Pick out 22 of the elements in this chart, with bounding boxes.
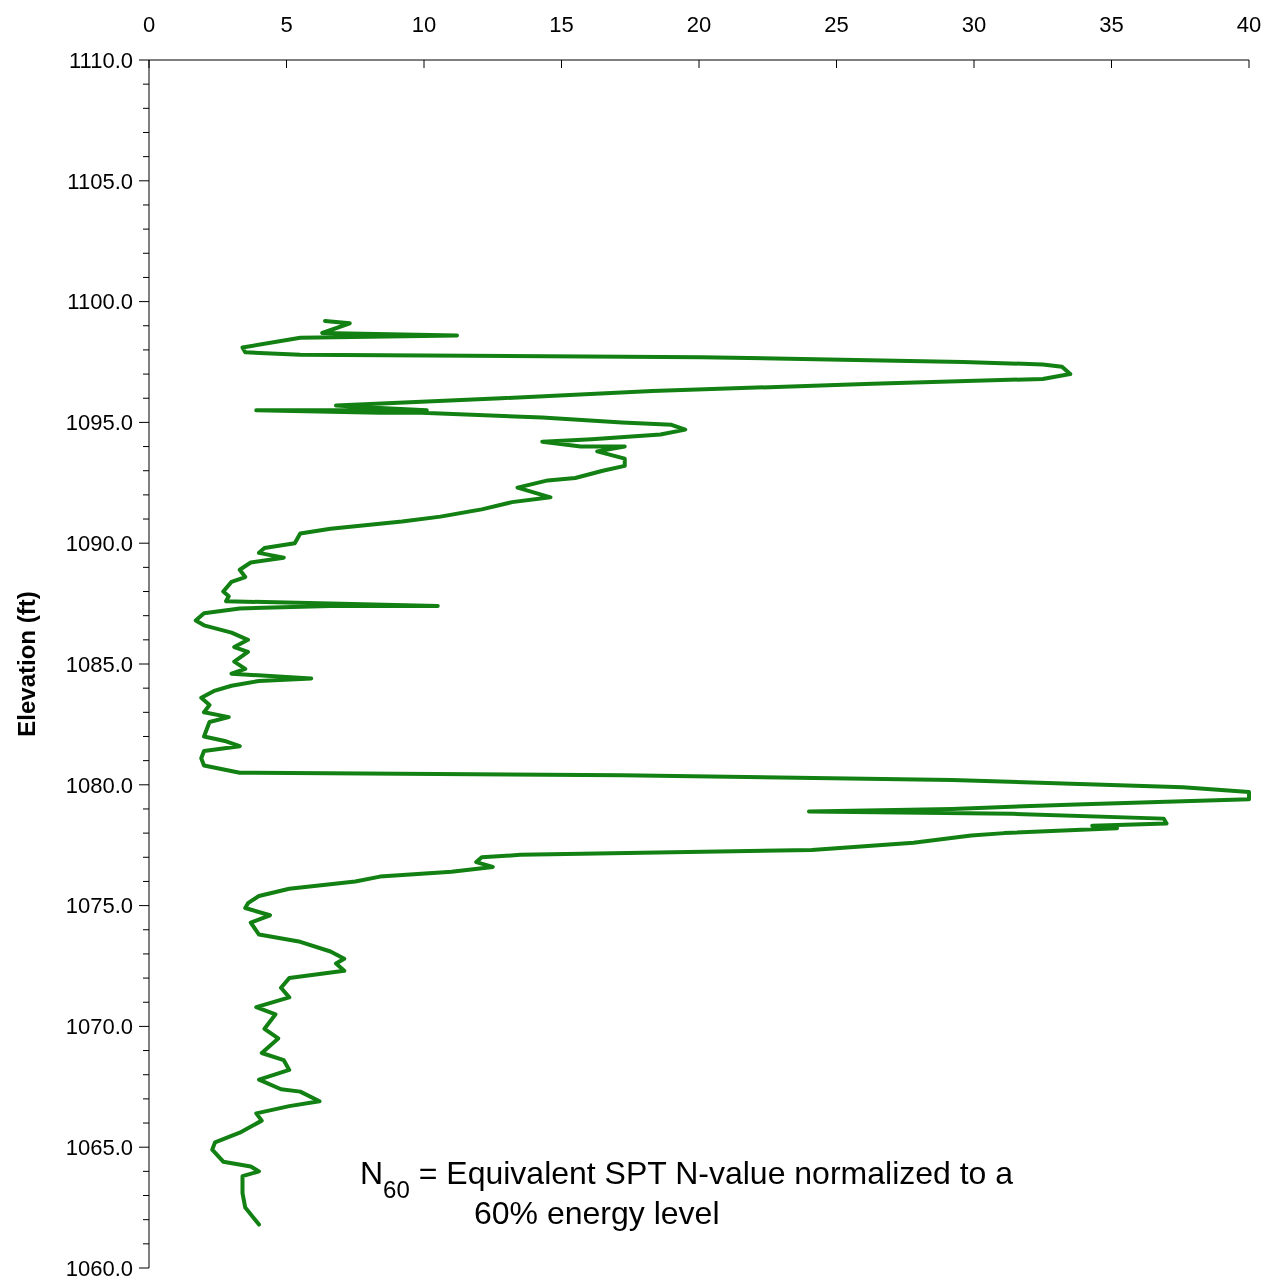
y-tick-label: 1110.0	[68, 47, 133, 73]
x-tick-label: 35	[1099, 12, 1124, 37]
y-tick-label: 1105.0	[67, 168, 133, 194]
y-tick-label: 1075.0	[65, 893, 133, 919]
y-axis-title: Elevation (ft)	[13, 591, 40, 737]
y-tick-label: 1070.0	[65, 1014, 133, 1040]
y-tick-label: 1080.0	[65, 772, 133, 798]
y-tick-label: 1085.0	[65, 651, 133, 677]
x-tick-label: 10	[411, 12, 437, 37]
y-tick-label: 1065.0	[65, 1134, 133, 1160]
y-tick-label: 1060.0	[65, 1255, 133, 1279]
y-tick-label: 1090.0	[65, 530, 133, 556]
x-tick-label: 40	[1236, 12, 1262, 37]
x-tick-label: 20	[686, 12, 712, 37]
x-tick-label: 30	[961, 12, 987, 37]
x-tick-label: 15	[549, 12, 574, 37]
x-tick-label: 25	[824, 12, 849, 37]
x-tick-label: 5	[280, 12, 293, 37]
annotation: N$_{60}$ = Equivalent SPT N-value normalized to a 60% energy level	[360, 1155, 1014, 1231]
y-tick-label: 1095.0	[65, 410, 133, 436]
y-tick-label: 1100.0	[67, 289, 133, 315]
x-tick-label: 0	[142, 12, 156, 37]
